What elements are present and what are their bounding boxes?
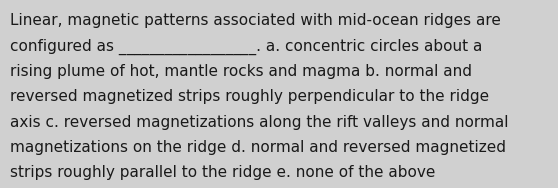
Text: reversed magnetized strips roughly perpendicular to the ridge: reversed magnetized strips roughly perpe…	[10, 89, 489, 104]
Text: rising plume of hot, mantle rocks and magma b. normal and: rising plume of hot, mantle rocks and ma…	[10, 64, 472, 79]
Text: configured as __________________. a. concentric circles about a: configured as __________________. a. con…	[10, 39, 483, 55]
Text: strips roughly parallel to the ridge e. none of the above: strips roughly parallel to the ridge e. …	[10, 165, 435, 180]
Text: Linear, magnetic patterns associated with mid-ocean ridges are: Linear, magnetic patterns associated wit…	[10, 13, 501, 28]
Text: magnetizations on the ridge d. normal and reversed magnetized: magnetizations on the ridge d. normal an…	[10, 140, 506, 155]
Text: axis c. reversed magnetizations along the rift valleys and normal: axis c. reversed magnetizations along th…	[10, 115, 508, 130]
